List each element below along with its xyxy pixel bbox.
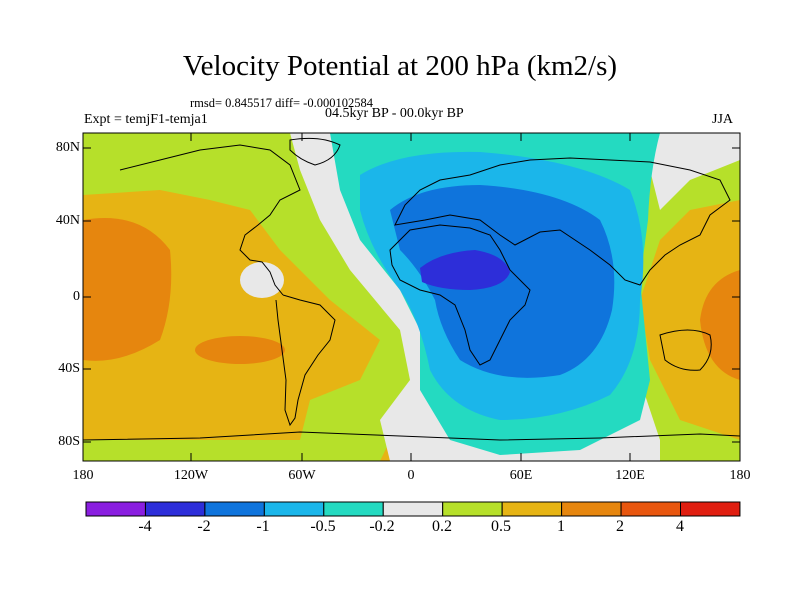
coastlines — [83, 137, 740, 441]
colorbar-swatch — [263, 501, 325, 517]
colorbar-label: -4 — [138, 518, 152, 535]
colorbar-label: -0.2 — [369, 518, 395, 535]
x-tick-label: 60W — [288, 468, 316, 483]
field-level-1-2-south-pacific — [195, 336, 285, 364]
colorbar-label: 0.2 — [432, 518, 452, 535]
colorbar-label: 2 — [616, 518, 624, 535]
field-level-neutral-gulf — [240, 262, 284, 298]
x-tick-label: 120E — [615, 468, 645, 483]
colorbar-label: -1 — [256, 518, 270, 535]
x-tick-label: 60E — [509, 468, 533, 483]
colorbar-swatch — [323, 501, 384, 517]
y-tick-label: 0 — [73, 289, 80, 304]
field-level-0.2-0.5-north — [83, 133, 300, 170]
period-label: 04.5kyr BP - 00.0kyr BP — [325, 106, 464, 121]
x-tick-label: 180 — [729, 468, 751, 483]
x-tick-label: 0 — [407, 468, 415, 483]
coastline-south-america — [275, 294, 336, 427]
y-tick-label: 80S — [58, 434, 80, 449]
coastline-north-america — [119, 144, 301, 296]
colorbar-label: -0.5 — [310, 518, 336, 535]
colorbar-swatch — [442, 501, 503, 517]
map-title: Velocity Potential at 200 hPa (km2/s) — [182, 50, 618, 82]
experiment-label: Expt = temjF1-temja1 — [84, 112, 208, 127]
colorbar-label: 4 — [676, 518, 684, 535]
colorbar-swatch — [680, 501, 741, 517]
coastline-australia — [659, 329, 712, 371]
field-level-minus-4 — [420, 250, 510, 290]
x-tick-label: 120W — [173, 468, 209, 483]
coastline-africa — [389, 224, 531, 366]
axis-ticks — [83, 133, 740, 461]
colorbar-swatch — [501, 501, 563, 517]
colorbar-swatch — [204, 501, 265, 517]
colorbar-label: 0.5 — [491, 518, 511, 535]
colorbar-swatch — [382, 501, 444, 517]
y-tick-label: 80N — [55, 140, 80, 155]
coastline-greenland — [289, 137, 341, 166]
stats-text: rmsd= 0.845517 diff= -0.000102584 — [190, 96, 373, 110]
colorbar-label: 1 — [557, 518, 565, 535]
field-level-1-2-east-pacific — [83, 218, 172, 361]
x-tick-label: 180 — [72, 468, 94, 483]
y-tick-label: 40N — [55, 213, 80, 228]
colorbar-swatch — [561, 501, 622, 517]
colorbar-swatch — [85, 501, 146, 517]
colorbar-swatch — [620, 501, 681, 517]
colorbar-label: -2 — [197, 518, 211, 535]
season-label: JJA — [712, 112, 734, 127]
field-level-neutral-northeast — [640, 133, 740, 210]
velocity-potential-field — [83, 133, 740, 461]
y-tick-label: 40S — [58, 361, 80, 376]
coastline-antarctica — [83, 431, 740, 441]
coastline-eurasia — [394, 157, 731, 286]
colorbar — [85, 501, 741, 517]
colorbar-swatch — [144, 501, 206, 517]
